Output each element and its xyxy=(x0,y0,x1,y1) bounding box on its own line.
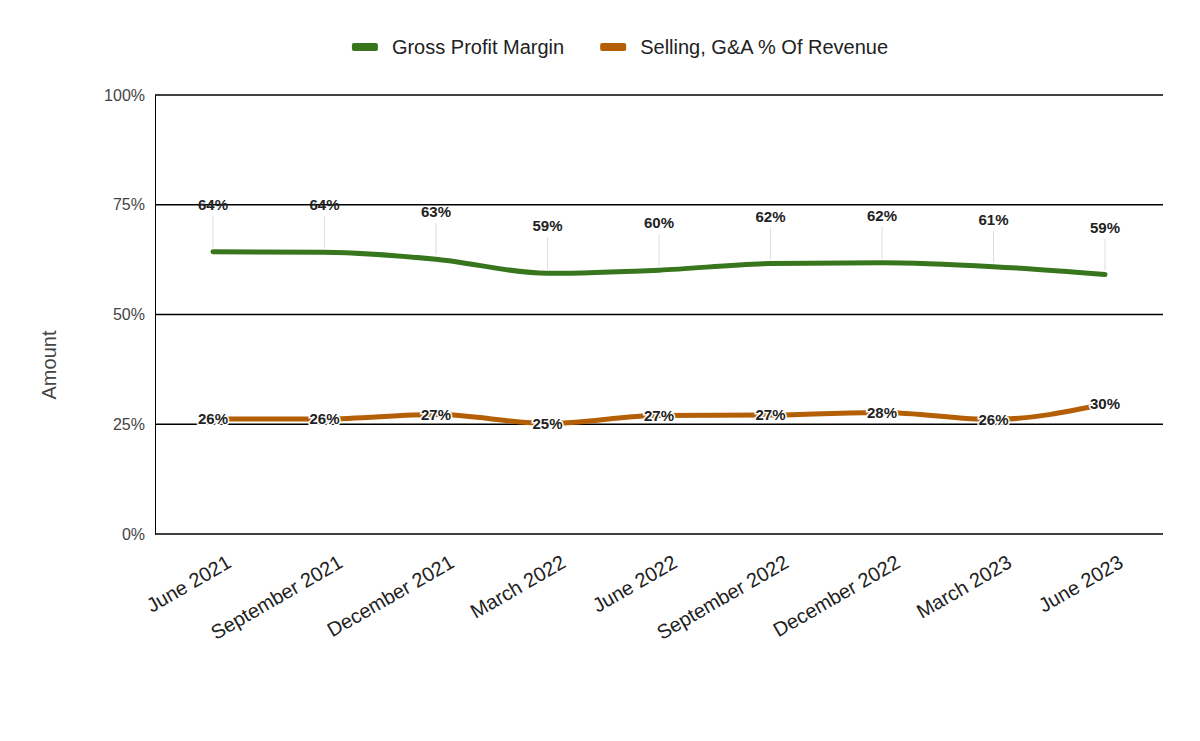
data-label: 64% xyxy=(309,196,339,213)
y-tick-label: 0% xyxy=(122,526,145,543)
y-tick: 100% xyxy=(104,87,155,104)
legend-item: Selling, G&A % Of Revenue xyxy=(600,36,888,58)
x-tick: December 2022 xyxy=(769,534,903,641)
y-tick-label: 50% xyxy=(113,306,145,323)
x-tick: June 2021 xyxy=(143,534,235,616)
x-tick: June 2022 xyxy=(589,534,681,616)
label-leader xyxy=(1105,239,1106,271)
data-label: 59% xyxy=(532,217,562,234)
legend-swatch xyxy=(352,43,378,51)
data-label: 61% xyxy=(978,211,1008,228)
x-tick: June 2023 xyxy=(1035,534,1127,616)
label-leader xyxy=(993,231,994,263)
data-label: 60% xyxy=(644,214,674,231)
x-tick-label: March 2023 xyxy=(913,551,1015,623)
x-tick-label: March 2022 xyxy=(467,551,569,623)
y-tick-label: 25% xyxy=(113,416,145,433)
grid-line xyxy=(155,314,1163,316)
x-tick: March 2022 xyxy=(467,534,569,623)
y-axis-title: Amount xyxy=(38,330,60,399)
data-label: 30% xyxy=(1090,395,1120,412)
data-labels: 64% 64% 63% 59% 60% 62% 62% 61% 59% 26% 26% 27% 25% 2… xyxy=(198,196,1120,432)
data-label: 25% xyxy=(532,415,562,432)
label-leader xyxy=(882,227,883,259)
grid-line xyxy=(155,94,1163,96)
data-label: 63% xyxy=(421,203,451,220)
y-tick: 0% xyxy=(122,526,155,543)
legend-label: Gross Profit Margin xyxy=(392,36,564,58)
x-tick-label: June 2022 xyxy=(589,551,681,617)
y-axis-line xyxy=(155,96,156,535)
y-tick-label: 100% xyxy=(104,87,145,104)
data-label: 59% xyxy=(1090,219,1120,236)
label-leader xyxy=(324,216,325,248)
label-leader xyxy=(435,223,436,255)
data-label: 26% xyxy=(198,410,228,427)
data-label: 27% xyxy=(755,406,785,423)
y-tick-label: 75% xyxy=(113,196,145,213)
data-label: 62% xyxy=(867,207,897,224)
x-tick: September 2021 xyxy=(207,534,346,644)
x-tick-label: September 2021 xyxy=(207,551,346,644)
x-tick: March 2023 xyxy=(913,534,1015,623)
data-label: 26% xyxy=(978,411,1008,428)
legend: Gross Profit Margin Selling, G&A % Of Rev… xyxy=(352,36,888,58)
label-leader xyxy=(770,228,771,260)
legend-item: Gross Profit Margin xyxy=(352,36,564,58)
y-tick: 75% xyxy=(113,196,155,213)
label-leader xyxy=(212,216,213,248)
plot-area xyxy=(213,252,1105,424)
x-tick: September 2022 xyxy=(653,534,792,644)
data-label: 28% xyxy=(867,404,897,421)
x-tick: December 2021 xyxy=(323,534,457,641)
grid-line xyxy=(155,533,1163,535)
label-leader xyxy=(547,237,548,269)
legend-label: Selling, G&A % Of Revenue xyxy=(640,36,888,58)
y-axis: 0% 25% 50% 75% 100% xyxy=(104,87,155,543)
grid-line xyxy=(155,204,1163,206)
data-label: 64% xyxy=(198,196,228,213)
x-axis: June 2021September 2021December 2021Marc… xyxy=(143,534,1127,644)
data-label: 27% xyxy=(644,407,674,424)
data-label: 62% xyxy=(755,208,785,225)
data-label: 27% xyxy=(421,406,451,423)
x-tick-label: December 2021 xyxy=(323,551,457,641)
x-tick-label: June 2021 xyxy=(143,551,235,617)
series-line xyxy=(213,404,1105,423)
x-tick-label: June 2023 xyxy=(1035,551,1127,617)
data-label: 26% xyxy=(309,410,339,427)
y-tick: 25% xyxy=(113,416,155,433)
x-tick-label: December 2022 xyxy=(769,551,903,641)
grid xyxy=(155,95,1163,534)
chart: 0%25%50%75%100%June 2021September 2021De… xyxy=(0,0,1200,741)
y-tick: 50% xyxy=(113,306,155,323)
label-leader xyxy=(659,234,660,266)
x-tick-label: September 2022 xyxy=(653,551,792,644)
legend-swatch xyxy=(600,43,626,51)
